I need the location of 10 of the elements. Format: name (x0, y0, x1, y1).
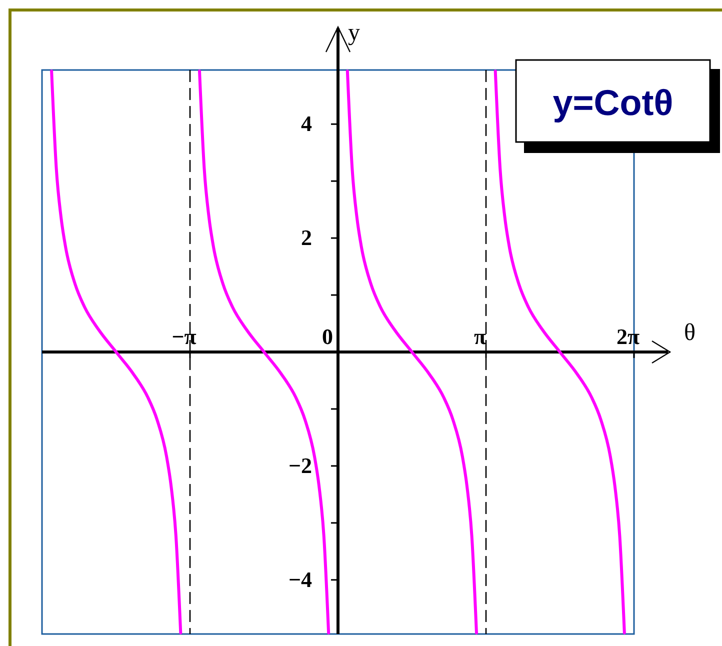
y-tick-label: −4 (288, 566, 312, 592)
x-tick-label: 0 (322, 324, 333, 349)
y-axis-title: y (348, 20, 360, 46)
y-tick-label: 4 (301, 111, 312, 136)
x-axis-title: θ (684, 320, 696, 346)
y-tick-label: −2 (288, 452, 312, 478)
x-tick-label: −π (172, 324, 196, 349)
chart-title: y=Cotθ (552, 82, 674, 123)
x-tick-label: π (474, 324, 486, 349)
y-tick-label: 2 (301, 225, 312, 250)
